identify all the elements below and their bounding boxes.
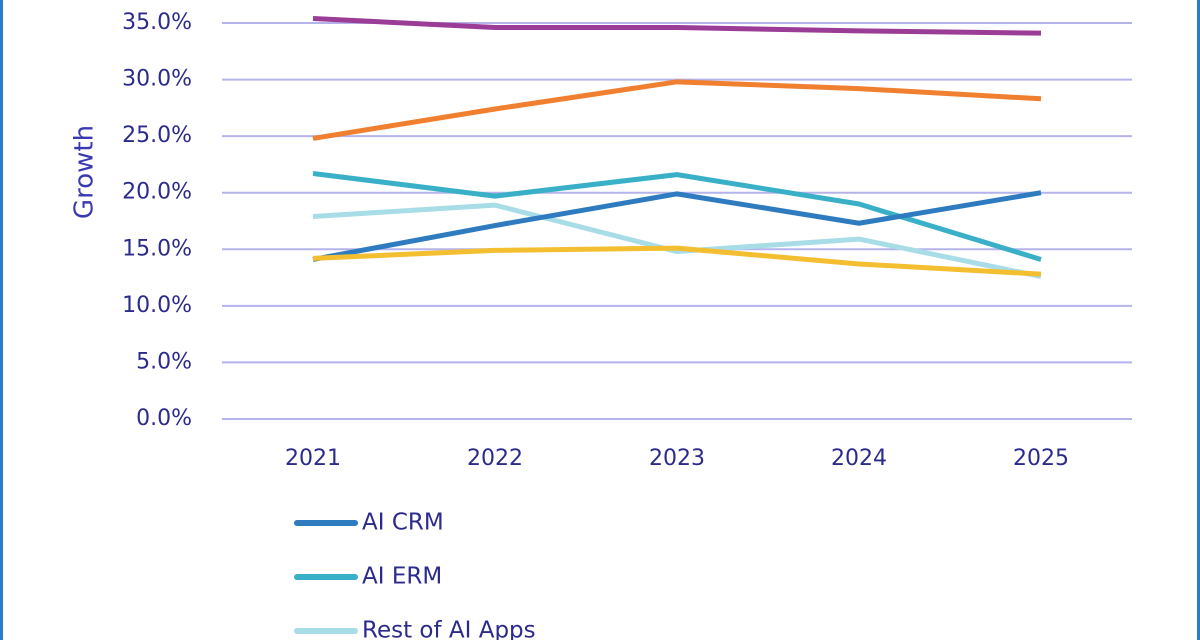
series-line [312, 190, 1042, 262]
y-tick-label: 10.0% [122, 293, 192, 318]
y-tick-label: 20.0% [122, 180, 192, 205]
series-line [312, 15, 1042, 36]
x-tick-label: 2022 [467, 446, 523, 471]
x-tick-label: 2023 [649, 446, 705, 471]
legend-label: Rest of AI Apps [362, 618, 536, 640]
y-tick-label: 15.0% [122, 236, 192, 261]
legend-label: AI ERM [362, 564, 442, 590]
y-axis-title: Growth [70, 125, 100, 219]
series-line [312, 202, 1042, 279]
y-tick-label: 5.0% [136, 349, 192, 374]
x-tick-label: 2021 [285, 446, 341, 471]
x-tick-label: 2024 [831, 446, 887, 471]
y-tick-label: 35.0% [122, 10, 192, 35]
series-line [312, 79, 1042, 141]
y-tick-label: 25.0% [122, 123, 192, 148]
x-tick-label: 2025 [1013, 446, 1069, 471]
legend-label: AI CRM [362, 510, 444, 536]
y-tick-label: 30.0% [122, 67, 192, 92]
series-line [312, 245, 1042, 277]
y-tick-label: 0.0% [136, 406, 192, 431]
series-line [312, 170, 1042, 262]
